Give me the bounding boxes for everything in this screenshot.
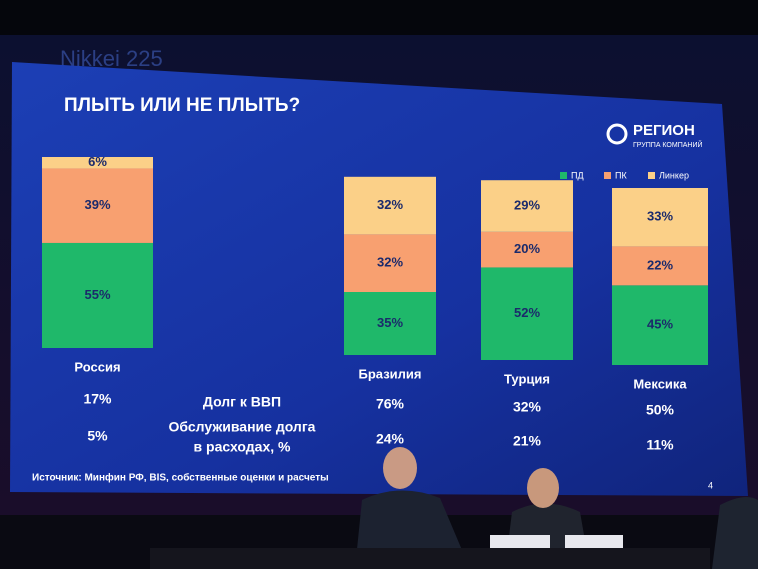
value-label: 35% [377,315,403,330]
person [527,468,559,508]
row-label: Обслуживание долга [169,419,316,435]
table-cell: 32% [513,399,542,415]
category-label: Россия [74,359,120,374]
logo-subtitle: ГРУППА КОМПАНИЙ [633,140,703,149]
table-cell: 76% [376,396,405,412]
legend-label: ПК [615,170,627,180]
legend-label: Линкер [659,170,689,180]
category-label: Турция [504,371,550,386]
value-label: 39% [84,197,110,212]
value-label: 33% [647,209,673,224]
bar-segment [481,267,573,360]
bar-segment [481,180,573,232]
bar-segment [42,242,153,348]
value-label: 20% [514,241,540,256]
value-label: 29% [514,197,540,212]
person [712,496,758,569]
chart-title: ПЛЫТЬ ИЛИ НЕ ПЛЫТЬ? [64,95,300,116]
table-cell: 11% [646,437,674,453]
row-label: в расходах, % [194,439,291,455]
logo-icon [606,123,628,145]
panelists [150,447,758,569]
bar-segment [612,285,708,365]
bar-segment [42,168,153,243]
table-cell: 24% [376,431,405,447]
table-cell: 17% [83,391,112,407]
bar-segment [344,176,436,235]
table-cell: 21% [513,433,542,449]
legend-swatch [604,172,611,179]
bar-segment [481,231,573,268]
bar-segment [42,157,153,169]
value-label: 55% [84,287,110,302]
person [383,447,417,489]
table-cell: 50% [646,402,675,418]
logo-name: РЕГИОН [633,122,695,139]
category-label: Мексика [633,376,687,391]
legend-swatch [560,172,567,179]
bar-segment [612,188,708,247]
bar-segment [344,292,436,355]
legend-swatch [648,172,655,179]
value-label: 32% [377,255,403,270]
legend-label: ПД [571,170,584,180]
source: Источник: Минфин РФ, BIS, собственные оц… [32,472,329,484]
bar-segment [344,234,436,292]
page-number: 4 [708,480,713,490]
table-cell: 5% [87,428,108,444]
value-label: 6% [88,154,107,169]
value-label: 45% [647,317,673,332]
value-label: 22% [647,257,673,272]
value-label: 32% [377,197,403,212]
value-label: 52% [514,305,540,320]
row-label: Долг к ВВП [203,394,281,410]
table [150,548,710,569]
category-label: Бразилия [359,366,422,381]
bar-segment [612,246,708,286]
